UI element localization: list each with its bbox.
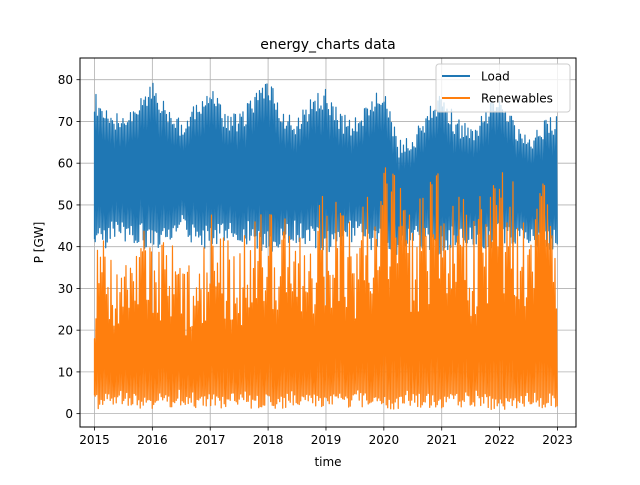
y-tick-label: 50	[58, 198, 73, 212]
y-tick-label: 70	[58, 115, 73, 129]
y-tick-label: 80	[58, 73, 73, 87]
legend: Load Renewables	[435, 63, 571, 113]
x-tick-label: 2015	[79, 433, 110, 447]
plot-area: 2015 2016 2017 2018 2019 2020 2021 2022 2023 0 10 2…	[58, 57, 577, 447]
y-tick-label: 0	[65, 407, 73, 421]
chart-title: energy_charts data	[260, 37, 395, 53]
x-axis-label: time	[314, 455, 341, 469]
plot-frame	[79, 57, 577, 428]
series-line-renewables	[93, 167, 558, 410]
legend-label-load: Load	[481, 70, 510, 84]
x-tick-label: 2023	[542, 433, 573, 447]
y-axis-label: P [GW]	[32, 222, 46, 264]
y-tick-label: 20	[58, 324, 73, 338]
legend-label-renewables: Renewables	[481, 92, 553, 106]
y-tick-label: 30	[58, 282, 73, 296]
y-tick-label: 10	[58, 365, 73, 379]
x-tick-label: 2021	[426, 433, 457, 447]
ticks: 2015 2016 2017 2018 2019 2020 2021 2022 2023 0 10 2…	[58, 73, 573, 447]
x-tick-label: 2018	[253, 433, 284, 447]
x-tick-label: 2019	[311, 433, 342, 447]
x-tick-label: 2017	[195, 433, 226, 447]
y-tick-label: 60	[58, 157, 73, 171]
series-layer	[93, 82, 558, 410]
x-tick-label: 2020	[369, 433, 400, 447]
series-line-load	[93, 82, 558, 257]
x-tick-label: 2022	[484, 433, 515, 447]
y-tick-label: 40	[58, 240, 73, 254]
x-tick-label: 2016	[137, 433, 168, 447]
